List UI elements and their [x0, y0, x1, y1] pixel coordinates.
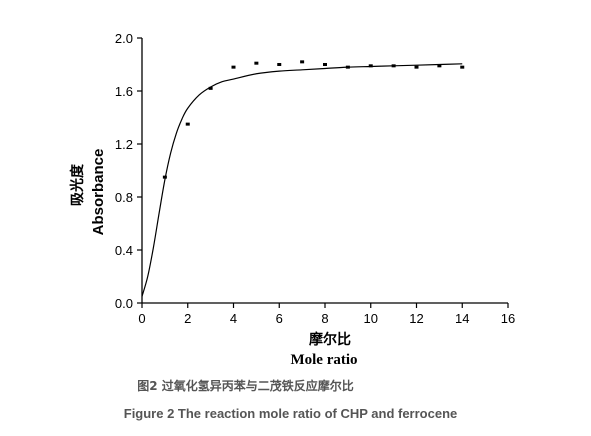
- y-tick-label: 0.8: [115, 190, 133, 205]
- data-point: [277, 63, 282, 66]
- y-tick-label: 1.6: [115, 84, 133, 99]
- data-point: [300, 60, 305, 64]
- x-tick-label: 0: [138, 311, 145, 326]
- x-tick-label: 2: [184, 311, 191, 326]
- y-tick-label: 1.2: [115, 137, 133, 152]
- x-tick-label: 6: [276, 311, 283, 326]
- x-tick-label: 4: [230, 311, 237, 326]
- data-point: [323, 63, 327, 66]
- y-tick-label: 2.0: [115, 31, 133, 46]
- data-point: [185, 122, 190, 126]
- y-axis-ticks: 0.0 0.4 0.8 1.2 1.6 2.0: [115, 31, 142, 311]
- figure-caption-cn: 图2 过氧化氢异丙苯与二茂铁反应摩尔比: [137, 379, 354, 393]
- x-tick-label: 14: [455, 311, 469, 326]
- figure-caption-en: Figure 2 The reaction mole ratio of CHP …: [123, 406, 458, 421]
- y-axis-title-en: Absorbance: [90, 149, 107, 236]
- data-point: [368, 64, 373, 68]
- data-point: [460, 65, 465, 69]
- fit-curve-line: [141, 63, 463, 297]
- x-axis-title-cn: 摩尔比: [309, 331, 351, 348]
- x-tick-label: 8: [321, 311, 328, 326]
- x-axis-ticks: 0 2 4 6 8 10 12 14 16: [138, 303, 515, 326]
- x-tick-label: 16: [501, 311, 515, 326]
- data-point: [437, 64, 442, 68]
- data-point: [231, 65, 236, 69]
- data-point: [254, 61, 259, 65]
- x-tick-label: 12: [409, 311, 423, 326]
- data-point: [391, 64, 396, 68]
- x-tick-label: 10: [364, 311, 378, 326]
- y-axis-title-cn: 吸光度: [69, 163, 86, 206]
- x-axis-title-en: Mole ratio: [290, 352, 357, 368]
- data-point: [414, 65, 419, 69]
- y-tick-label: 0.4: [115, 243, 133, 258]
- data-point: [345, 65, 350, 69]
- data-point: [162, 175, 167, 179]
- data-points: [162, 60, 465, 179]
- y-tick-label: 0.0: [115, 296, 133, 311]
- data-point: [208, 86, 213, 90]
- chart-plot: 0 2 4 6 8 10 12 14 16 0.0 0.4 0.8 1.2 1.6 2.0 摩尔比 Mol…: [69, 31, 515, 368]
